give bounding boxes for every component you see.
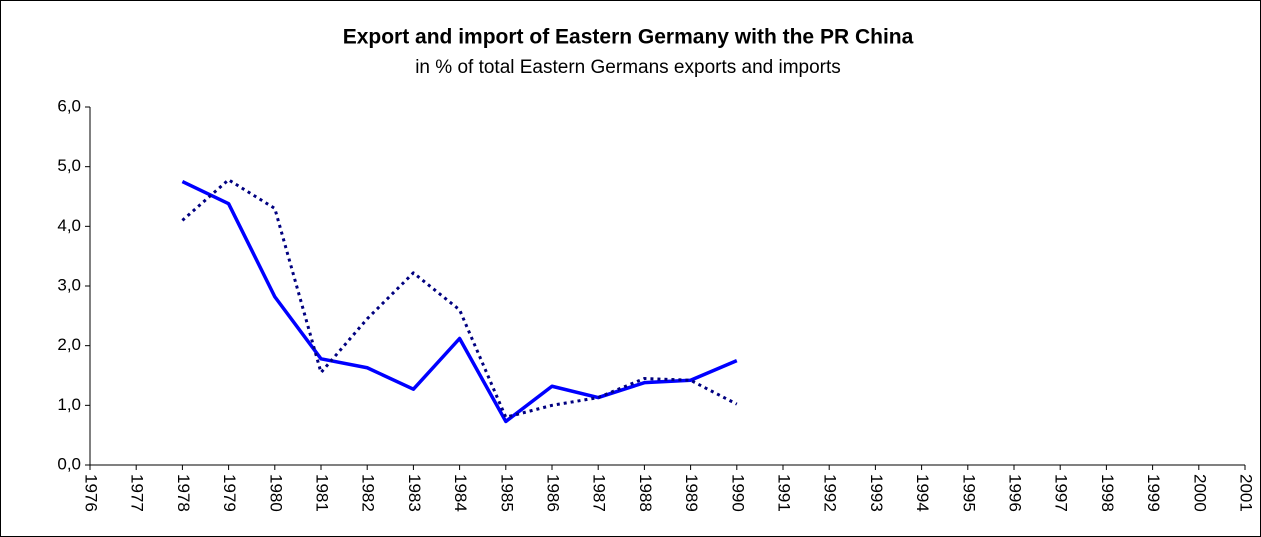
y-tick-label: 3,0: [57, 275, 81, 294]
x-tick-label: 1995: [959, 474, 978, 512]
x-tick-label: 1992: [821, 474, 840, 512]
x-tick-label: 1999: [1144, 474, 1163, 512]
y-tick-label: 0,0: [57, 454, 81, 473]
x-tick-label: 2000: [1190, 474, 1209, 512]
x-tick-label: 1991: [775, 474, 794, 512]
series-line: [181, 178, 738, 419]
x-tick-label: 1990: [728, 474, 747, 512]
y-tick-label: 1,0: [57, 395, 81, 414]
chart-subtitle: in % of total Eastern Germans exports an…: [415, 57, 841, 78]
y-tick-label: 5,0: [57, 156, 81, 175]
x-tick-label: 1993: [867, 474, 886, 512]
x-tick-label: 1987: [590, 474, 609, 512]
x-tick-label: 1996: [1006, 474, 1025, 512]
y-tick-label: 6,0: [57, 96, 81, 115]
x-tick-label: 1978: [174, 474, 193, 512]
series-line: [181, 180, 738, 424]
x-tick-label: 1984: [451, 474, 470, 512]
x-tick-label: 1977: [128, 474, 147, 512]
x-tick-label: 1986: [544, 474, 563, 512]
x-tick-label: 1997: [1052, 474, 1071, 512]
y-tick-label: 2,0: [57, 335, 81, 354]
x-tick-label: 1983: [405, 474, 424, 512]
x-tick-label: 1981: [313, 474, 332, 512]
x-tick-label: 1979: [220, 474, 239, 512]
x-tick-label: 1982: [359, 474, 378, 512]
chart-title: Export and import of Eastern Germany wit…: [343, 26, 914, 49]
x-tick-label: 1985: [497, 474, 516, 512]
x-tick-label: 1988: [636, 474, 655, 512]
x-tick-label: 2001: [1237, 474, 1256, 512]
x-tick-label: 1998: [1098, 474, 1117, 512]
x-tick-label: 1994: [913, 474, 932, 512]
x-tick-label: 1989: [682, 474, 701, 512]
x-tick-label: 1976: [82, 474, 101, 512]
y-tick-label: 4,0: [57, 216, 81, 235]
x-tick-label: 1980: [266, 474, 285, 512]
